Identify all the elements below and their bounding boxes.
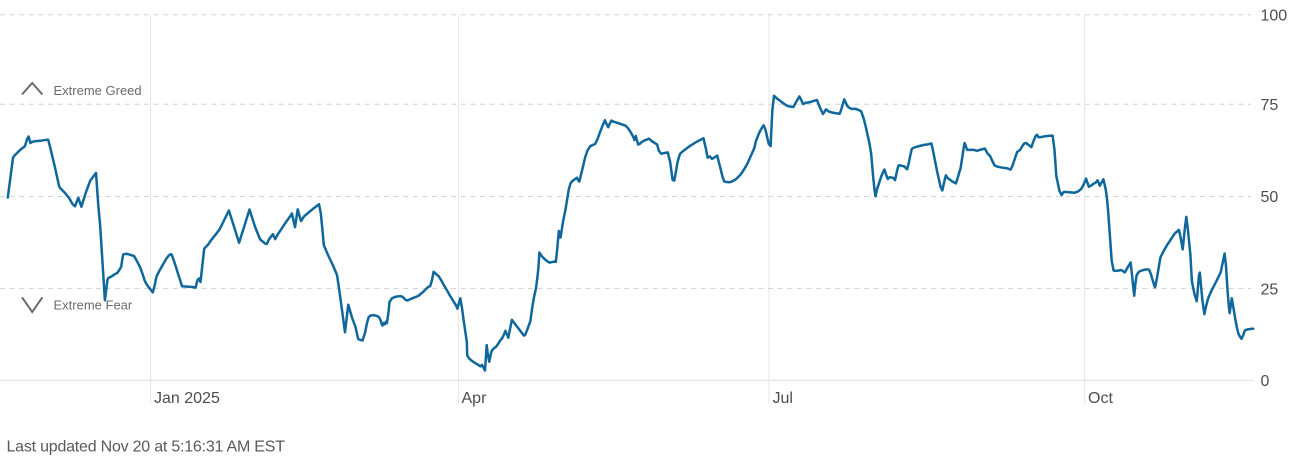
- svg-text:Jul: Jul: [773, 390, 793, 407]
- svg-text:Extreme Fear: Extreme Fear: [54, 298, 133, 313]
- svg-text:Apr: Apr: [462, 390, 488, 407]
- svg-text:75: 75: [1261, 97, 1279, 114]
- svg-text:100: 100: [1261, 8, 1288, 25]
- svg-text:Jan 2025: Jan 2025: [154, 390, 220, 407]
- svg-text:0: 0: [1261, 373, 1270, 390]
- svg-text:50: 50: [1261, 189, 1279, 206]
- svg-text:Oct: Oct: [1088, 390, 1113, 407]
- svg-text:25: 25: [1261, 281, 1279, 298]
- svg-text:Extreme Greed: Extreme Greed: [54, 83, 142, 98]
- svg-text:Last updated Nov 20 at 5:16:31: Last updated Nov 20 at 5:16:31 AM EST: [7, 438, 286, 455]
